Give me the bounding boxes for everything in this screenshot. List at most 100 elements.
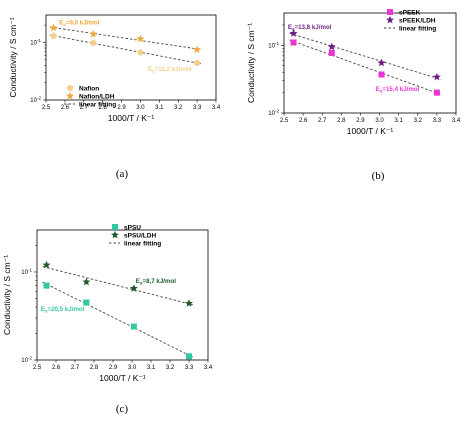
fit-line bbox=[42, 266, 193, 306]
data-point bbox=[433, 89, 440, 96]
x-tick-label: 2.7 bbox=[80, 105, 89, 111]
x-tick-label: 2.9 bbox=[356, 118, 365, 124]
data-point bbox=[137, 48, 144, 56]
x-axis-label: 1000/T / K⁻¹ bbox=[347, 126, 394, 136]
x-tick-label: 2.5 bbox=[33, 365, 42, 371]
x-tick-label: 2.7 bbox=[318, 118, 327, 124]
x-tick-label: 2.6 bbox=[61, 105, 70, 111]
x-tick-label: 2.8 bbox=[337, 118, 346, 124]
data-point bbox=[130, 323, 137, 330]
data-point bbox=[186, 353, 192, 360]
data-point bbox=[289, 29, 298, 37]
chart-panel-c: 2.5 2.6 2.7 2.8 2.9 3.0 3.1 3.2 3.3 3.4 10-2 10-1 10… bbox=[2, 224, 213, 415]
panel-label: (a) bbox=[116, 168, 129, 180]
x-tick-label: 3.1 bbox=[394, 118, 403, 124]
chart-panel-a: 2.5 2.6 2.7 2.8 2.9 3.0 3.1 3.2 3.3 3.4 10-2 10-1 10… bbox=[8, 14, 221, 180]
y-tick-label: 10-2 bbox=[30, 96, 41, 105]
fit-line bbox=[289, 32, 441, 80]
x-tick-label: 2.5 bbox=[42, 105, 51, 111]
legend-marker bbox=[66, 84, 74, 91]
y-tick-label: 10-2 bbox=[268, 109, 279, 118]
legend-marker bbox=[387, 9, 393, 15]
x-tick-label: 3.3 bbox=[193, 105, 202, 111]
chart-panel-b: 2.5 2.6 2.7 2.8 2.9 3.0 3.1 3.2 3.3 3.4 10-2 10-1 10… bbox=[246, 9, 461, 182]
x-tick-label: 3.4 bbox=[452, 118, 461, 124]
data-point bbox=[378, 71, 385, 78]
activation-energy-annotation: Ea=9,0 kJ/mol bbox=[59, 20, 99, 28]
legend-marker bbox=[66, 91, 74, 100]
y-axis-label: Conductivity / S cm⁻¹ bbox=[2, 255, 12, 335]
legend-label: sPSU bbox=[124, 224, 141, 231]
data-point bbox=[193, 45, 202, 54]
data-point bbox=[42, 260, 51, 269]
legend-marker bbox=[111, 230, 119, 239]
activation-energy-annotation: Ea=13,8 kJ/mol bbox=[288, 24, 332, 32]
data-point bbox=[136, 34, 145, 43]
data-point bbox=[185, 299, 193, 307]
panel-label: (c) bbox=[116, 403, 129, 415]
data-point bbox=[129, 284, 138, 292]
y-tick-label: 10-1 bbox=[30, 38, 41, 47]
data-point bbox=[43, 282, 50, 289]
y-axis-label: Conductivity / S cm⁻¹ bbox=[8, 17, 18, 97]
x-tick-label: 3.4 bbox=[212, 105, 221, 111]
x-axis-label: 1000/T / K⁻¹ bbox=[99, 373, 146, 383]
panel-label: (b) bbox=[372, 170, 385, 182]
legend-label: sPEEK bbox=[399, 9, 421, 16]
data-point bbox=[89, 29, 98, 38]
legend-label: linear fitting bbox=[399, 25, 436, 32]
fit-line bbox=[49, 34, 201, 65]
x-tick-label: 2.5 bbox=[280, 118, 289, 124]
x-tick-label: 3.2 bbox=[414, 118, 423, 124]
legend-label: linear fitting bbox=[79, 101, 116, 108]
legend-label: linear fitting bbox=[124, 240, 161, 247]
x-tick-label: 3.2 bbox=[174, 105, 183, 111]
x-tick-label: 2.8 bbox=[90, 365, 99, 371]
legend-label: sPSU/LDH bbox=[124, 232, 156, 239]
x-tick-label: 3.0 bbox=[136, 105, 145, 111]
legend-label: Nafion bbox=[79, 85, 99, 92]
legend-marker bbox=[112, 224, 118, 230]
y-tick-label: 10-1 bbox=[268, 41, 279, 50]
legend-label: Nafion/LDH bbox=[79, 93, 115, 100]
x-tick-label: 2.7 bbox=[71, 365, 80, 371]
data-point bbox=[290, 39, 297, 46]
data-point bbox=[50, 32, 57, 39]
x-tick-label: 3.3 bbox=[185, 365, 194, 371]
legend-marker bbox=[386, 15, 394, 24]
x-tick-label: 3.1 bbox=[155, 105, 164, 111]
x-tick-label: 3.4 bbox=[204, 365, 213, 371]
x-tick-label: 3.0 bbox=[128, 365, 137, 371]
data-point bbox=[83, 299, 90, 306]
activation-energy-annotation: Ea=15,4 kJ/mol bbox=[376, 86, 420, 94]
data-point bbox=[328, 49, 335, 56]
plot-frame bbox=[36, 229, 209, 361]
data-point bbox=[193, 59, 201, 66]
x-axis-label: 1000/T / K⁻¹ bbox=[108, 113, 155, 123]
x-tick-label: 2.9 bbox=[117, 105, 126, 111]
x-tick-label: 2.6 bbox=[52, 365, 61, 371]
x-tick-label: 3.0 bbox=[375, 118, 384, 124]
y-tick-label: 10-1 bbox=[21, 267, 32, 276]
data-point bbox=[89, 39, 97, 46]
activation-energy-annotation: Ea=20,5 kJ/mol bbox=[41, 306, 85, 314]
x-tick-label: 3.2 bbox=[166, 365, 175, 371]
x-tick-label: 2.8 bbox=[98, 105, 107, 111]
y-axis-label: Conductivity / S cm⁻¹ bbox=[246, 23, 256, 103]
data-point bbox=[377, 58, 386, 67]
plot-frame bbox=[45, 14, 217, 101]
activation-energy-annotation: Ea=8,7 kJ/mol bbox=[136, 278, 176, 286]
plot-frame bbox=[283, 12, 457, 114]
fit-line bbox=[42, 281, 194, 358]
x-tick-label: 2.6 bbox=[299, 118, 308, 124]
x-tick-label: 3.3 bbox=[433, 118, 442, 124]
data-point bbox=[82, 277, 91, 286]
fit-line bbox=[49, 26, 201, 50]
data-point bbox=[49, 23, 58, 32]
legend-label: sPEEK/LDH bbox=[399, 17, 436, 24]
data-point bbox=[327, 42, 336, 51]
